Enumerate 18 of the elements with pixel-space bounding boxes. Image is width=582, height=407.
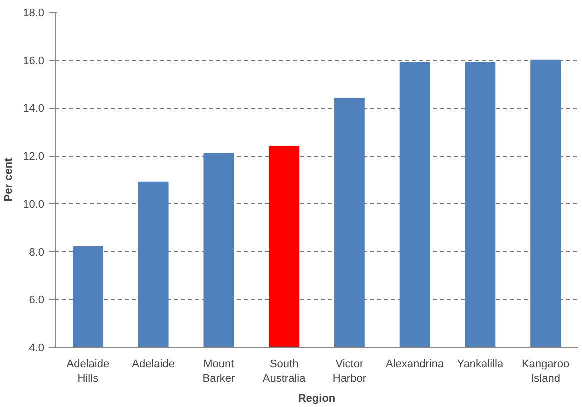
y-tick-label: 4.0 — [29, 342, 45, 354]
y-tick-label: 18.0 — [23, 8, 45, 20]
y-tick-label: 10.0 — [23, 198, 45, 211]
x-tick-label: South Australia — [262, 358, 307, 385]
x-tick-label: Mount Barker — [202, 358, 236, 385]
x-axis-title: Region — [298, 392, 336, 405]
y-axis-title: Per cent — [3, 158, 16, 202]
x-tick-label: Alexandrina — [386, 358, 445, 370]
x-tick-label: Adelaide — [132, 358, 175, 370]
x-tick-label: Adelaide Hills — [66, 358, 110, 385]
y-tick-label: 16.0 — [23, 55, 45, 68]
y-tick-label: 12.0 — [23, 151, 45, 164]
y-tick-label: 6.0 — [29, 294, 45, 307]
x-tick-label: Victor Harbor — [332, 358, 367, 385]
y-tick-label: 14.0 — [23, 103, 45, 116]
x-tick-label: Yankalilla — [457, 358, 504, 370]
y-tick-label: 8.0 — [29, 246, 45, 259]
x-tick-label: Kangaroo Island — [522, 358, 570, 385]
